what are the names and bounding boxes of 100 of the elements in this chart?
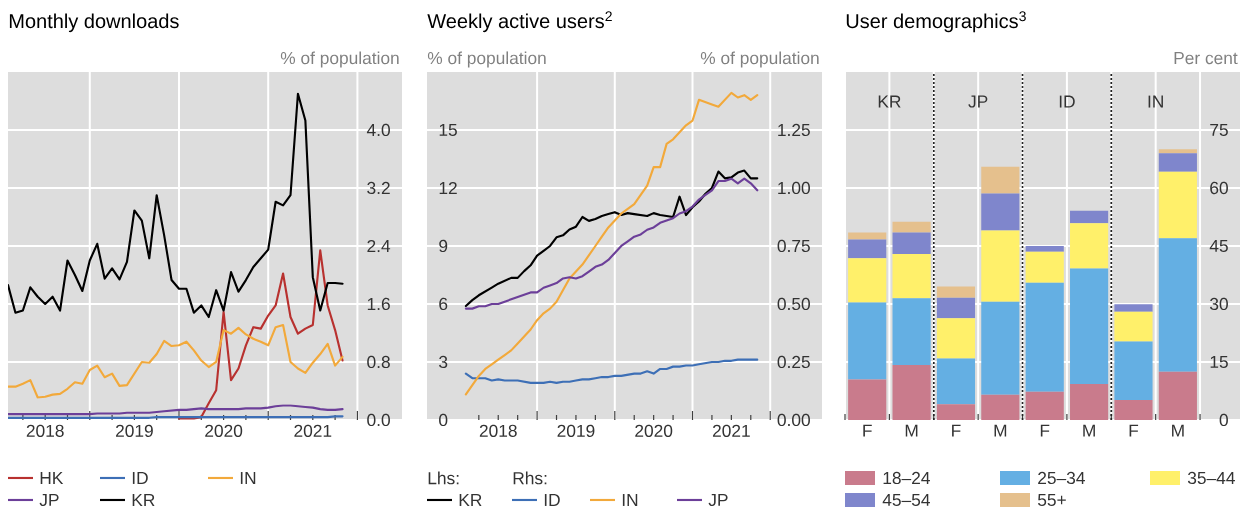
bar <box>936 358 976 405</box>
bar <box>1070 210 1109 224</box>
legend-label: KR <box>132 494 155 506</box>
legend-label: JP <box>39 493 59 507</box>
y-tick-label: 4.0 <box>366 123 390 137</box>
y2-tick-label: 0.50 <box>777 297 810 311</box>
y2-tick-label: 0.25 <box>777 355 810 369</box>
text: Lhs: <box>428 471 459 485</box>
x-tick-label: 2021 <box>712 424 750 437</box>
bar <box>981 193 1020 231</box>
legend-label: 45–54 <box>882 493 930 507</box>
x-tick-label: 2018 <box>479 424 517 437</box>
y-tick-label: 1.6 <box>367 297 390 311</box>
bar <box>848 232 887 240</box>
legend-label: JP <box>708 493 728 507</box>
y2-tick-label: 0.00 <box>777 413 810 427</box>
y2-tick-label: 0.75 <box>777 239 810 253</box>
x-tick-label: M <box>1172 424 1184 437</box>
x-tick-label: 2020 <box>205 424 243 437</box>
y-tick-label: 12 <box>439 181 457 195</box>
bar <box>1158 171 1197 239</box>
bar <box>892 365 931 420</box>
chart-title: Weekly active users$^{2}$ <box>427 11 612 33</box>
bar <box>848 258 887 303</box>
bar <box>1025 245 1064 252</box>
annotation: IN <box>1148 95 1163 108</box>
legend-label: IN <box>240 472 256 484</box>
y-tick-label: 3.2 <box>367 181 390 195</box>
x-tick-label: 2018 <box>26 424 64 437</box>
y-tick-label: 15 <box>439 123 457 137</box>
y2-tick-label: 1.00 <box>778 181 810 195</box>
bar <box>936 286 976 298</box>
y-tick-label: 45 <box>1209 239 1228 253</box>
legend-label: ID <box>132 472 148 484</box>
bar <box>1025 282 1064 392</box>
x-tick-label: F <box>1040 424 1050 437</box>
y-tick-label: 0.8 <box>367 355 390 369</box>
legend-label: 35–44 <box>1187 471 1235 485</box>
annotation: KR <box>878 95 901 108</box>
bar <box>1114 341 1153 400</box>
x-tick-label: M <box>1083 424 1095 437</box>
legend-label: ID <box>544 494 560 506</box>
bar <box>848 302 887 380</box>
bar <box>936 404 976 420</box>
bar <box>936 318 976 359</box>
annotation: JP <box>968 95 988 108</box>
x-tick-label: F <box>863 424 872 437</box>
bar <box>981 230 1020 302</box>
bar <box>1114 311 1153 342</box>
y-tick-label: 6 <box>439 297 448 311</box>
bar <box>981 301 1020 395</box>
x-tick-label: M <box>994 424 1007 437</box>
bar <box>1025 251 1064 283</box>
bar <box>892 298 931 366</box>
y-tick-label: 0.0 <box>367 413 390 427</box>
bar <box>981 394 1020 420</box>
legend-label: KR <box>459 494 482 506</box>
y-tick-label: 75 <box>1210 123 1228 137</box>
bar <box>1070 223 1109 269</box>
x-tick-label: 2020 <box>635 424 673 437</box>
y-axis-title: % of population <box>280 51 399 68</box>
y-tick-label: 30 <box>1210 297 1228 311</box>
bar <box>848 379 887 420</box>
bar <box>1070 268 1109 385</box>
bar <box>1158 149 1197 154</box>
x-tick-label: 2021 <box>294 424 332 437</box>
legend-label: 18–24 <box>883 471 930 485</box>
bar <box>936 297 976 319</box>
legend-label: 55+ <box>1037 493 1066 507</box>
bar <box>892 221 931 233</box>
y-tick-label: 2.4 <box>367 239 391 253</box>
x-tick-label: 2019 <box>115 424 153 437</box>
x-tick-label: F <box>1129 424 1139 437</box>
bar <box>981 166 1020 194</box>
y-tick-label: 0 <box>439 413 448 427</box>
bar <box>1114 304 1153 312</box>
x-tick-label: 2019 <box>557 424 595 437</box>
bar <box>1158 153 1197 172</box>
x-tick-label: M <box>905 424 918 437</box>
annotation: ID <box>1059 95 1075 108</box>
y-tick-label: 3 <box>439 355 448 369</box>
y-tick-label: 9 <box>439 239 448 253</box>
y-axis-title: Per cent <box>1174 52 1238 65</box>
y-tick-label: 0 <box>1219 413 1228 427</box>
bar <box>892 254 931 299</box>
bar <box>1070 384 1109 420</box>
text: Rhs: <box>513 471 547 485</box>
bar <box>1114 399 1153 420</box>
chart-title: Monthly downloads <box>9 13 179 33</box>
y-axis-title: % of population <box>427 51 546 68</box>
chart-title: User demographics$^{3}$ <box>846 11 1026 33</box>
legend-label: IN <box>622 494 638 506</box>
y-tick-label: 15 <box>1210 355 1228 369</box>
y2-axis-title: % of population <box>700 51 819 68</box>
y-tick-label: 60 <box>1210 181 1228 195</box>
bar <box>1025 391 1064 420</box>
y2-tick-label: 1.25 <box>778 123 810 137</box>
legend-label: HK <box>40 472 64 484</box>
bar <box>1158 238 1197 372</box>
legend-label: 25–34 <box>1038 471 1085 485</box>
